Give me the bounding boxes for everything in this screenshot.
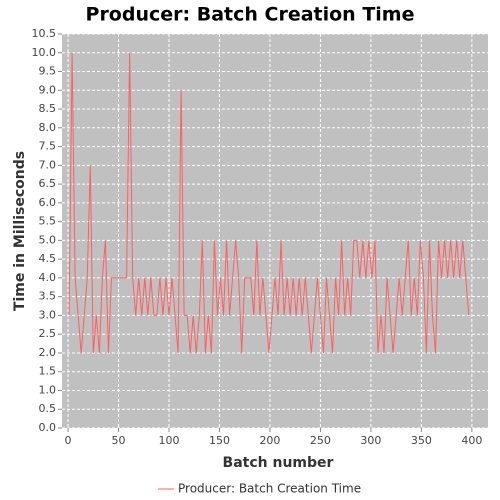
x-tick-label: 0 xyxy=(65,434,72,447)
y-tick-label: 8.0 xyxy=(39,121,57,134)
x-tick-label: 300 xyxy=(360,434,381,447)
y-tick-label: 7.5 xyxy=(39,140,57,153)
x-tick-label: 250 xyxy=(310,434,331,447)
y-tick-label: 2.0 xyxy=(39,346,57,359)
y-tick-label: 5.0 xyxy=(39,233,57,246)
legend-label: Producer: Batch Creation Time xyxy=(178,482,361,496)
y-tick-label: 7.0 xyxy=(39,158,57,171)
y-tick-label: 0.5 xyxy=(39,402,57,415)
x-tick-label: 50 xyxy=(112,434,126,447)
y-tick-label: 1.0 xyxy=(39,383,57,396)
x-tick-label: 400 xyxy=(461,434,482,447)
x-tick-label: 350 xyxy=(411,434,432,447)
x-axis-label: Batch number xyxy=(223,455,334,471)
y-tick-label: 10.0 xyxy=(32,46,57,59)
plot-area xyxy=(62,34,488,428)
y-tick-label: 9.0 xyxy=(39,83,57,96)
y-tick-label: 3.0 xyxy=(39,308,57,321)
y-tick-label: 9.5 xyxy=(39,65,57,78)
y-tick-label: 0.0 xyxy=(39,421,57,434)
y-tick-label: 2.5 xyxy=(39,327,57,340)
y-tick-label: 5.5 xyxy=(39,215,57,228)
y-tick-label: 6.5 xyxy=(39,177,57,190)
y-tick-label: 8.5 xyxy=(39,102,57,115)
y-tick-label: 3.5 xyxy=(39,290,57,303)
y-tick-label: 4.0 xyxy=(39,271,57,284)
x-tick-label: 200 xyxy=(259,434,280,447)
x-tick-label: 150 xyxy=(209,434,230,447)
data-line xyxy=(68,52,470,353)
y-tick-label: 10.5 xyxy=(32,27,57,40)
y-tick-label: 4.5 xyxy=(39,252,57,265)
y-axis-label: Time in Milliseconds xyxy=(12,151,28,311)
y-tick-label: 1.5 xyxy=(39,365,57,378)
x-tick-label: 100 xyxy=(159,434,180,447)
y-tick-label: 6.0 xyxy=(39,196,57,209)
chart-title: Producer: Batch Creation Time xyxy=(86,4,415,26)
